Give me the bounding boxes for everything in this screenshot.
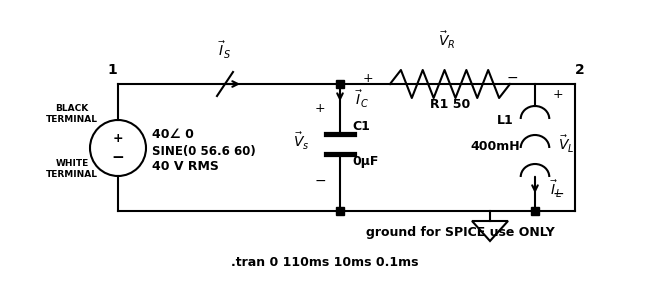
Text: $\vec{V}_s$: $\vec{V}_s$: [294, 130, 310, 152]
Text: −: −: [552, 187, 564, 201]
Text: .tran 0 110ms 10ms 0.1ms: .tran 0 110ms 10ms 0.1ms: [231, 256, 419, 269]
Text: 40 V RMS: 40 V RMS: [152, 159, 219, 173]
Text: +: +: [112, 132, 124, 146]
Text: +: +: [363, 71, 373, 85]
Text: $\vec{I}_L$: $\vec{I}_L$: [550, 179, 562, 199]
Text: 40∠ 0: 40∠ 0: [152, 127, 194, 141]
Text: L1: L1: [497, 115, 514, 127]
Text: 0μF: 0μF: [352, 155, 378, 167]
Text: ground for SPICE use ONLY: ground for SPICE use ONLY: [365, 226, 554, 239]
Text: 400mH: 400mH: [470, 141, 520, 153]
Text: R1 50: R1 50: [430, 97, 470, 111]
Text: WHITE
TERMINAL: WHITE TERMINAL: [46, 159, 98, 179]
Text: $\vec{V}_L$: $\vec{V}_L$: [558, 133, 575, 155]
Text: −: −: [314, 174, 326, 188]
Text: SINE(0 56.6 60): SINE(0 56.6 60): [152, 144, 255, 158]
Text: 1: 1: [107, 63, 117, 77]
Text: +: +: [552, 88, 564, 100]
Text: −: −: [112, 150, 124, 166]
Text: +: +: [315, 103, 325, 115]
Text: 2: 2: [575, 63, 585, 77]
Text: −: −: [506, 71, 518, 85]
Text: $\vec{V}_R$: $\vec{V}_R$: [438, 30, 456, 51]
Text: C1: C1: [352, 120, 370, 133]
Text: BLACK
TERMINAL: BLACK TERMINAL: [46, 104, 98, 124]
Text: $\vec{I}_S$: $\vec{I}_S$: [218, 40, 231, 61]
Text: $\vec{I}_C$: $\vec{I}_C$: [355, 89, 369, 109]
